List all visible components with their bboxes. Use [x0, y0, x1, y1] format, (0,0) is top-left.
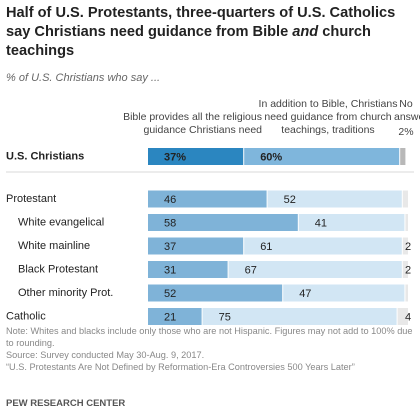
note: “U.S. Protestants Are Not Defined by Ref…: [6, 362, 355, 372]
brand: PEW RESEARCH CENTER: [6, 398, 126, 409]
data-label: 37%: [164, 151, 186, 163]
bar: [148, 237, 244, 255]
data-label: 4: [405, 311, 411, 323]
bar: [148, 261, 228, 278]
bar: [400, 148, 406, 165]
bar: [202, 308, 397, 325]
bar: [148, 308, 202, 325]
bar: [148, 284, 283, 302]
bar: [148, 214, 298, 231]
bar: [402, 261, 408, 278]
category-label: Catholic: [6, 310, 46, 322]
data-label: 37: [164, 241, 176, 253]
data-label: 41: [315, 217, 327, 229]
title-part: and: [292, 24, 319, 40]
data-label: 60%: [260, 151, 282, 163]
data-label: 47: [299, 288, 311, 300]
note: Note: Whites and blacks include only tho…: [6, 326, 413, 348]
bar: [397, 308, 408, 325]
bar: [405, 214, 408, 231]
category-label: White evangelical: [18, 216, 104, 228]
data-label: 75: [219, 311, 231, 323]
bar: [148, 148, 244, 165]
chart-title: Half of U.S. Protestants, three-quarters…: [6, 4, 414, 61]
data-label: 2: [405, 241, 411, 253]
data-label: 21: [164, 311, 176, 323]
bar: [267, 190, 402, 208]
notes: Note: Whites and blacks include only tho…: [6, 325, 416, 373]
bar: [298, 214, 405, 231]
bar: [283, 284, 405, 302]
data-label: 2: [405, 264, 411, 276]
bar: [405, 284, 408, 302]
data-label: 67: [245, 264, 257, 276]
title-part: Half of U.S. Protestants, three-quarters…: [6, 5, 396, 40]
category-label: Other minority Prot.: [18, 287, 113, 299]
category-label: White mainline: [18, 240, 90, 252]
category-label: Black Protestant: [18, 263, 98, 275]
title-part: church teachings: [6, 24, 371, 59]
data-label: 2%: [398, 126, 414, 138]
category-label: U.S. Christians: [6, 150, 84, 162]
category-label: Protestant: [6, 193, 56, 205]
note: Source: Survey conducted May 30-Aug. 9, …: [6, 350, 205, 360]
bar: [148, 190, 267, 208]
bar: [244, 148, 400, 165]
data-label: 31: [164, 264, 176, 276]
bar: [244, 237, 402, 255]
data-label: 52: [284, 194, 296, 206]
data-label: 61: [260, 241, 272, 253]
data-label: 58: [164, 217, 176, 229]
subtitle: % of U.S. Christians who say ...: [6, 72, 161, 84]
data-label: 46: [164, 194, 176, 206]
bar: [402, 237, 408, 255]
legend-entry: Bible provides all the religious guidanc…: [123, 111, 262, 136]
legend-entry: No answer: [394, 98, 420, 123]
bar: [402, 190, 408, 208]
bar: [228, 261, 402, 278]
legend-entry: In addition to Bible, Christians need gu…: [258, 98, 398, 136]
data-label: 52: [164, 288, 176, 300]
